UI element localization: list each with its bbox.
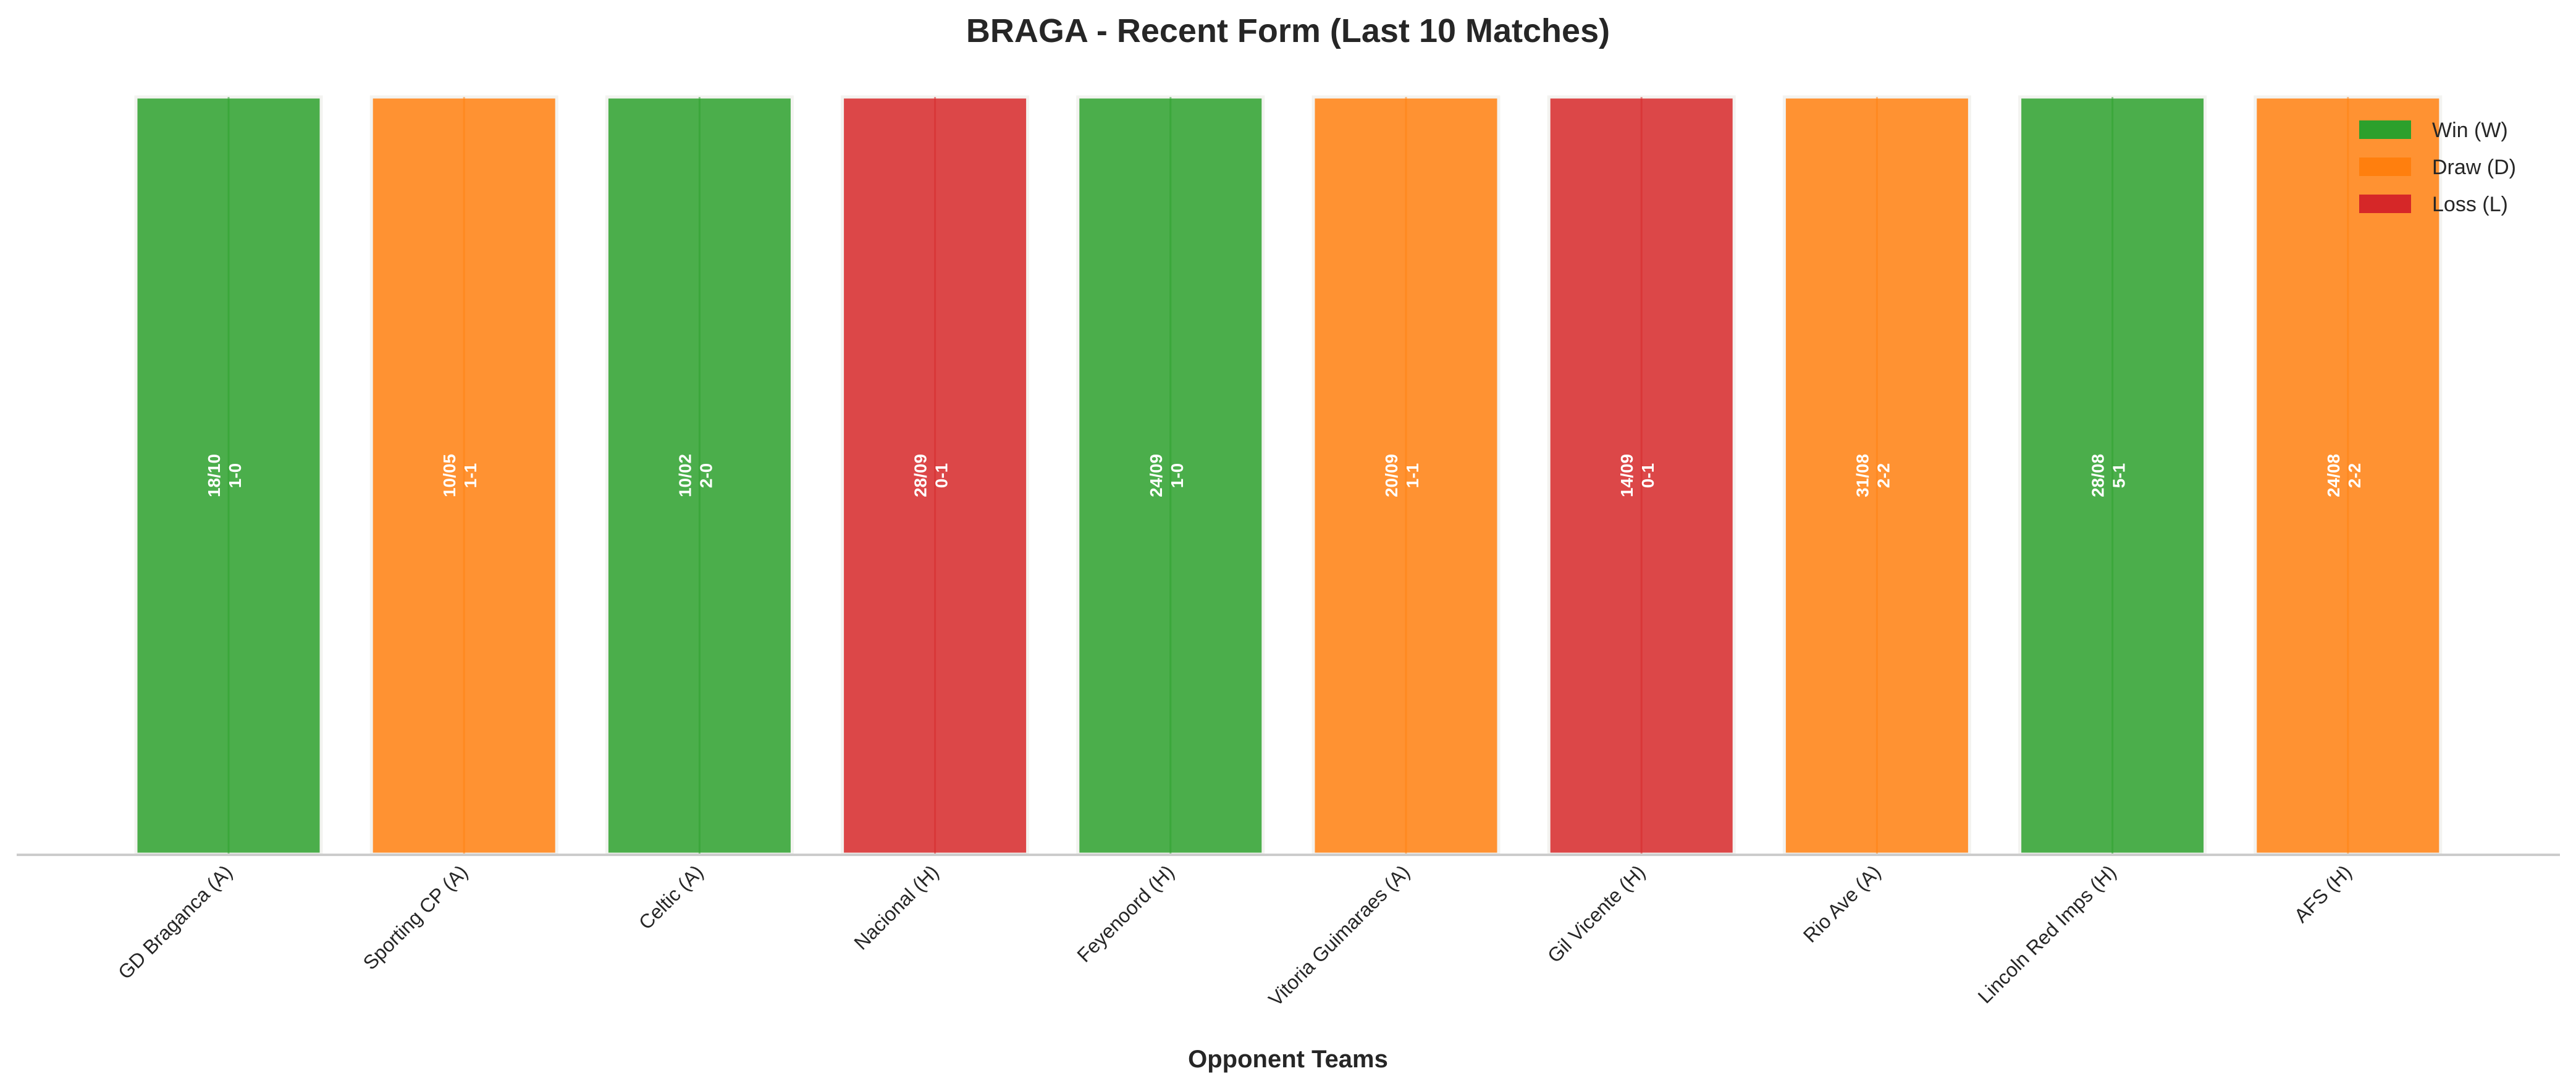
x-tick-label: Nacional (H) — [849, 860, 943, 954]
x-tick-label: Sporting CP (A) — [359, 860, 472, 973]
x-tick-label: GD Braganca (A) — [114, 860, 237, 983]
bar-score-label: 1-0 — [225, 463, 245, 488]
bar-date-label: 28/09 — [911, 454, 930, 497]
bar-score-label: 2-2 — [2345, 463, 2364, 488]
x-tick-label: Feyenoord (H) — [1072, 860, 1178, 966]
x-tick-label: AFS (H) — [2290, 860, 2356, 926]
bar-date-label: 31/08 — [1853, 454, 1872, 497]
bar-score-label: 2-0 — [696, 463, 715, 488]
bar-score-label: 0-1 — [1638, 463, 1657, 488]
bar-score-label: 2-2 — [1874, 463, 1893, 488]
x-tick-label: Gil Vicente (H) — [1543, 860, 1649, 967]
bar-date-label: 10/02 — [675, 454, 694, 497]
bar-score-label: 1-1 — [461, 463, 480, 488]
legend-swatch-w — [2359, 120, 2411, 139]
bar-date-label: 24/09 — [1147, 454, 1166, 497]
bar-date-label: 10/05 — [440, 454, 459, 497]
legend: Win (W) Draw (D) Loss (L) — [2359, 119, 2516, 216]
x-tick-label: Rio Ave (A) — [1799, 860, 1885, 946]
legend-label: Win (W) — [2432, 119, 2508, 142]
legend-label: Loss (L) — [2432, 193, 2508, 216]
bar-date-label: 24/08 — [2324, 454, 2343, 497]
legend-swatch-d — [2359, 158, 2411, 176]
bar-date-label: 14/09 — [1617, 454, 1636, 497]
chart-title: BRAGA - Recent Form (Last 10 Matches) — [966, 12, 1610, 49]
legend-label: Draw (D) — [2432, 156, 2516, 179]
x-axis-label: Opponent Teams — [1188, 1046, 1388, 1073]
bar-date-label: 18/10 — [204, 454, 224, 497]
bar-score-label: 1-1 — [1403, 463, 1422, 488]
bar-date-label: 28/08 — [2089, 454, 2108, 497]
x-tick-label: Vitoria Guimaraes (A) — [1264, 860, 1414, 1010]
bar-date-label: 20/09 — [1382, 454, 1401, 497]
bar-score-label: 5-1 — [2110, 463, 2129, 488]
bar-score-label: 1-0 — [1168, 463, 1187, 488]
bar-score-label: 0-1 — [932, 463, 951, 488]
legend-swatch-l — [2359, 195, 2411, 213]
x-tick-label: Celtic (A) — [634, 860, 707, 933]
x-tick-label: Lincoln Red Imps (H) — [1974, 860, 2121, 1007]
